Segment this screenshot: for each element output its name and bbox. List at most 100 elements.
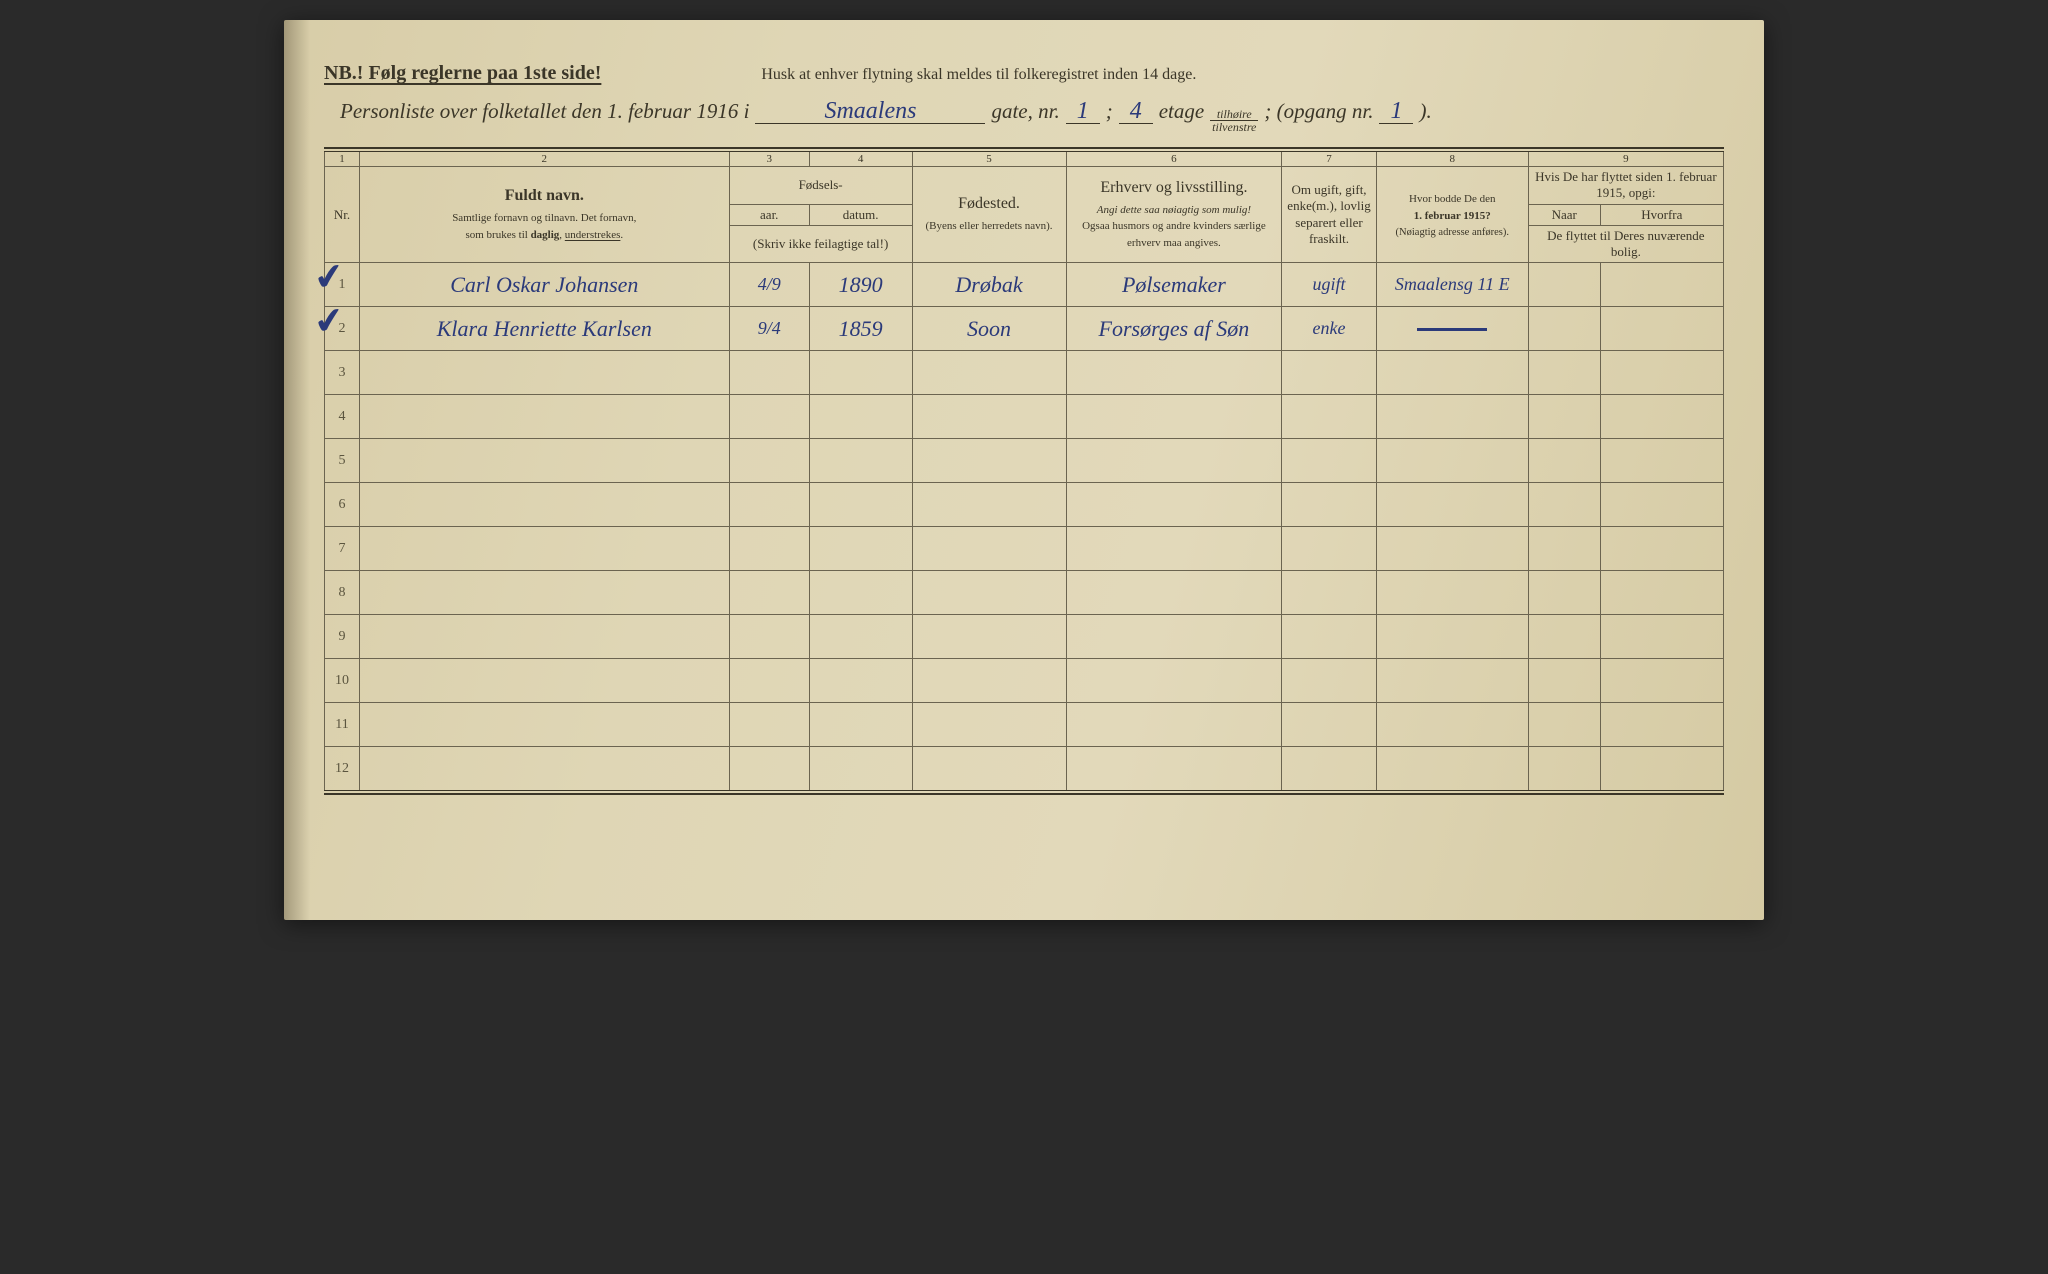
census-table: 1 2 3 4 5 6 7 8 9 Nr. Fuldt navn. Samtli… xyxy=(324,152,1724,791)
colnum: 9 xyxy=(1528,152,1723,167)
table-cell: 7 xyxy=(325,527,360,571)
hdr-addr-date: 1. februar 1915? xyxy=(1414,210,1491,222)
table-cell xyxy=(1528,571,1600,615)
hdr-occ-sub1: Angi dette saa nøiagtig som mulig! xyxy=(1097,204,1251,216)
table-cell xyxy=(1376,527,1528,571)
hdr-name-title: Fuldt navn. xyxy=(364,187,725,205)
colnum: 8 xyxy=(1376,152,1528,167)
table-cell xyxy=(809,659,912,703)
hdr-status: Om ugift, gift, enke(m.), lovlig separer… xyxy=(1282,167,1376,263)
binding-shadow xyxy=(284,20,310,920)
table-cell xyxy=(912,483,1066,527)
table-cell: 8 xyxy=(325,571,360,615)
table-cell xyxy=(1066,351,1282,395)
gate-nr: 1 xyxy=(1066,99,1100,124)
table-cell xyxy=(1376,307,1528,351)
table-cell xyxy=(809,571,912,615)
table-cell xyxy=(809,439,912,483)
table-cell xyxy=(359,747,729,791)
bottom-double-rule xyxy=(324,790,1724,795)
table-cell xyxy=(1376,571,1528,615)
table-cell xyxy=(1600,439,1723,483)
hdr-birthplace: Fødested. (Byens eller herredets navn). xyxy=(912,167,1066,263)
table-cell xyxy=(1282,703,1376,747)
table-cell xyxy=(359,615,729,659)
table-cell xyxy=(809,527,912,571)
hdr-birthplace-sub: (Byens eller herredets navn). xyxy=(926,220,1053,232)
table-cell: Klara Henriette Karlsen xyxy=(359,307,729,351)
hdr-from: Hvorfra xyxy=(1600,204,1723,225)
table-cell xyxy=(809,483,912,527)
header-line-1: NB.! Følg reglerne paa 1ste side! Husk a… xyxy=(324,62,1724,85)
table-cell: Drøbak xyxy=(912,263,1066,307)
table-cell xyxy=(912,747,1066,791)
hdr-birthplace-title: Fødested. xyxy=(917,195,1062,213)
hdr-name-sub2: som brukes til daglig, understrekes. xyxy=(465,229,623,241)
table-cell xyxy=(1282,615,1376,659)
table-cell xyxy=(1066,395,1282,439)
table-cell xyxy=(912,615,1066,659)
table-cell xyxy=(729,483,809,527)
table-cell xyxy=(912,659,1066,703)
close-paren: ). xyxy=(1419,99,1431,124)
hdr-birth-note: (Skriv ikke feilagtige tal!) xyxy=(729,225,912,263)
hdr-moved-title: Hvis De har flyttet siden 1. februar 191… xyxy=(1528,167,1723,205)
side-fraction: tilhøire tilvenstre xyxy=(1210,108,1258,133)
table-cell: 9 xyxy=(325,615,360,659)
table-cell xyxy=(1600,527,1723,571)
table-head: 1 2 3 4 5 6 7 8 9 Nr. Fuldt navn. Samtli… xyxy=(325,152,1724,263)
table-cell xyxy=(809,351,912,395)
opgang-label: ; (opgang nr. xyxy=(1264,99,1373,124)
table-cell xyxy=(1600,263,1723,307)
table-cell: enke xyxy=(1282,307,1376,351)
sep: ; xyxy=(1106,99,1113,124)
table-cell: 1859 xyxy=(809,307,912,351)
table-cell xyxy=(1600,351,1723,395)
table-cell xyxy=(912,527,1066,571)
table-cell xyxy=(1528,659,1600,703)
table-cell xyxy=(1600,659,1723,703)
table-row: 6 xyxy=(325,483,1724,527)
table-cell xyxy=(729,527,809,571)
table-cell xyxy=(359,351,729,395)
table-cell xyxy=(1600,571,1723,615)
table-cell xyxy=(729,439,809,483)
table-cell: 11 xyxy=(325,703,360,747)
table-row: 11 xyxy=(325,703,1724,747)
table-cell xyxy=(1066,615,1282,659)
table-cell xyxy=(1282,747,1376,791)
table-cell xyxy=(1600,615,1723,659)
table-cell: ugift xyxy=(1282,263,1376,307)
side-bot: tilvenstre xyxy=(1210,121,1258,133)
table-cell xyxy=(1600,703,1723,747)
table-cell xyxy=(1600,483,1723,527)
table-cell xyxy=(359,659,729,703)
table-cell xyxy=(1282,527,1376,571)
table-cell xyxy=(359,571,729,615)
table-cell xyxy=(1600,395,1723,439)
table-cell xyxy=(1066,659,1282,703)
table-cell: Pølsemaker xyxy=(1066,263,1282,307)
table-cell xyxy=(1376,395,1528,439)
table-cell xyxy=(729,615,809,659)
table-cell xyxy=(729,571,809,615)
hdr-when: Naar xyxy=(1528,204,1600,225)
colnum: 1 xyxy=(325,152,360,167)
hdr-addr-t1: Hvor bodde De den xyxy=(1409,193,1495,205)
table-cell xyxy=(1066,571,1282,615)
colnum-row: 1 2 3 4 5 6 7 8 9 xyxy=(325,152,1724,167)
hdr-birth: Fødsels- xyxy=(729,167,912,205)
table-cell xyxy=(1066,439,1282,483)
hdr-occupation: Erhverv og livsstilling. Angi dette saa … xyxy=(1066,167,1282,263)
table-row: 3 xyxy=(325,351,1724,395)
table-cell xyxy=(1282,571,1376,615)
hdr-name: Fuldt navn. Samtlige fornavn og tilnavn.… xyxy=(359,167,729,263)
table-cell xyxy=(1376,703,1528,747)
table-body: 1Carl Oskar Johansen4/91890DrøbakPølsema… xyxy=(325,263,1724,791)
reminder-text: Husk at enhver flytning skal meldes til … xyxy=(761,66,1196,84)
table-cell: 1 xyxy=(325,263,360,307)
colnum: 2 xyxy=(359,152,729,167)
gate-label: gate, nr. xyxy=(991,99,1059,124)
table-cell xyxy=(912,439,1066,483)
table-cell xyxy=(1528,703,1600,747)
